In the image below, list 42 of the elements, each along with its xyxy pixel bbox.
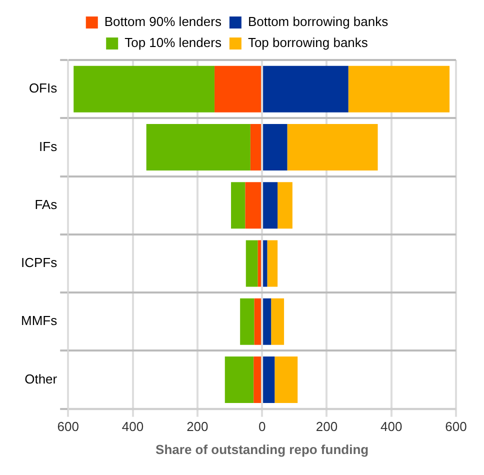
legend-label: Top borrowing banks (248, 35, 368, 50)
x-tick-label: 400 (380, 419, 402, 434)
bar (287, 124, 378, 170)
bar (263, 182, 278, 229)
bar (250, 124, 262, 170)
legend-label: Top 10% lenders (124, 35, 222, 50)
bar (263, 298, 272, 345)
legend-label: Bottom 90% lenders (104, 14, 222, 30)
y-tick-label: OFIs (28, 80, 58, 96)
bar (254, 298, 262, 345)
bar (245, 182, 262, 229)
bar (274, 356, 298, 403)
bar (214, 66, 262, 112)
bar (254, 356, 262, 403)
bar (258, 240, 262, 287)
bar (263, 66, 348, 112)
bar (271, 298, 284, 345)
bar (146, 124, 250, 170)
bar (267, 240, 278, 287)
bar (240, 298, 254, 345)
bar (278, 182, 292, 229)
x-tick-label: 600 (57, 419, 79, 434)
bar (246, 240, 258, 287)
y-tick-label: Other (24, 371, 58, 386)
y-tick-label: FAs (34, 196, 58, 212)
x-tick-label: 0 (258, 419, 266, 434)
x-tick-label: 200 (316, 419, 338, 434)
x-tick-label: 600 (445, 419, 467, 434)
bar (74, 66, 215, 112)
bar (263, 356, 275, 403)
bar (231, 182, 246, 229)
x-tick-label: 200 (186, 419, 208, 434)
legend-label: Bottom borrowing banks (248, 14, 389, 30)
y-tick-label: ICPFs (20, 255, 58, 270)
bar (263, 124, 288, 170)
x-tick-label: 400 (122, 419, 144, 434)
y-tick-label: IFs (39, 138, 58, 154)
bar (348, 66, 450, 112)
bar (224, 356, 254, 403)
y-tick-label: MMFs (21, 313, 58, 328)
bar (263, 240, 268, 287)
x-axis-title: Share of outstanding repo funding (156, 442, 369, 457)
